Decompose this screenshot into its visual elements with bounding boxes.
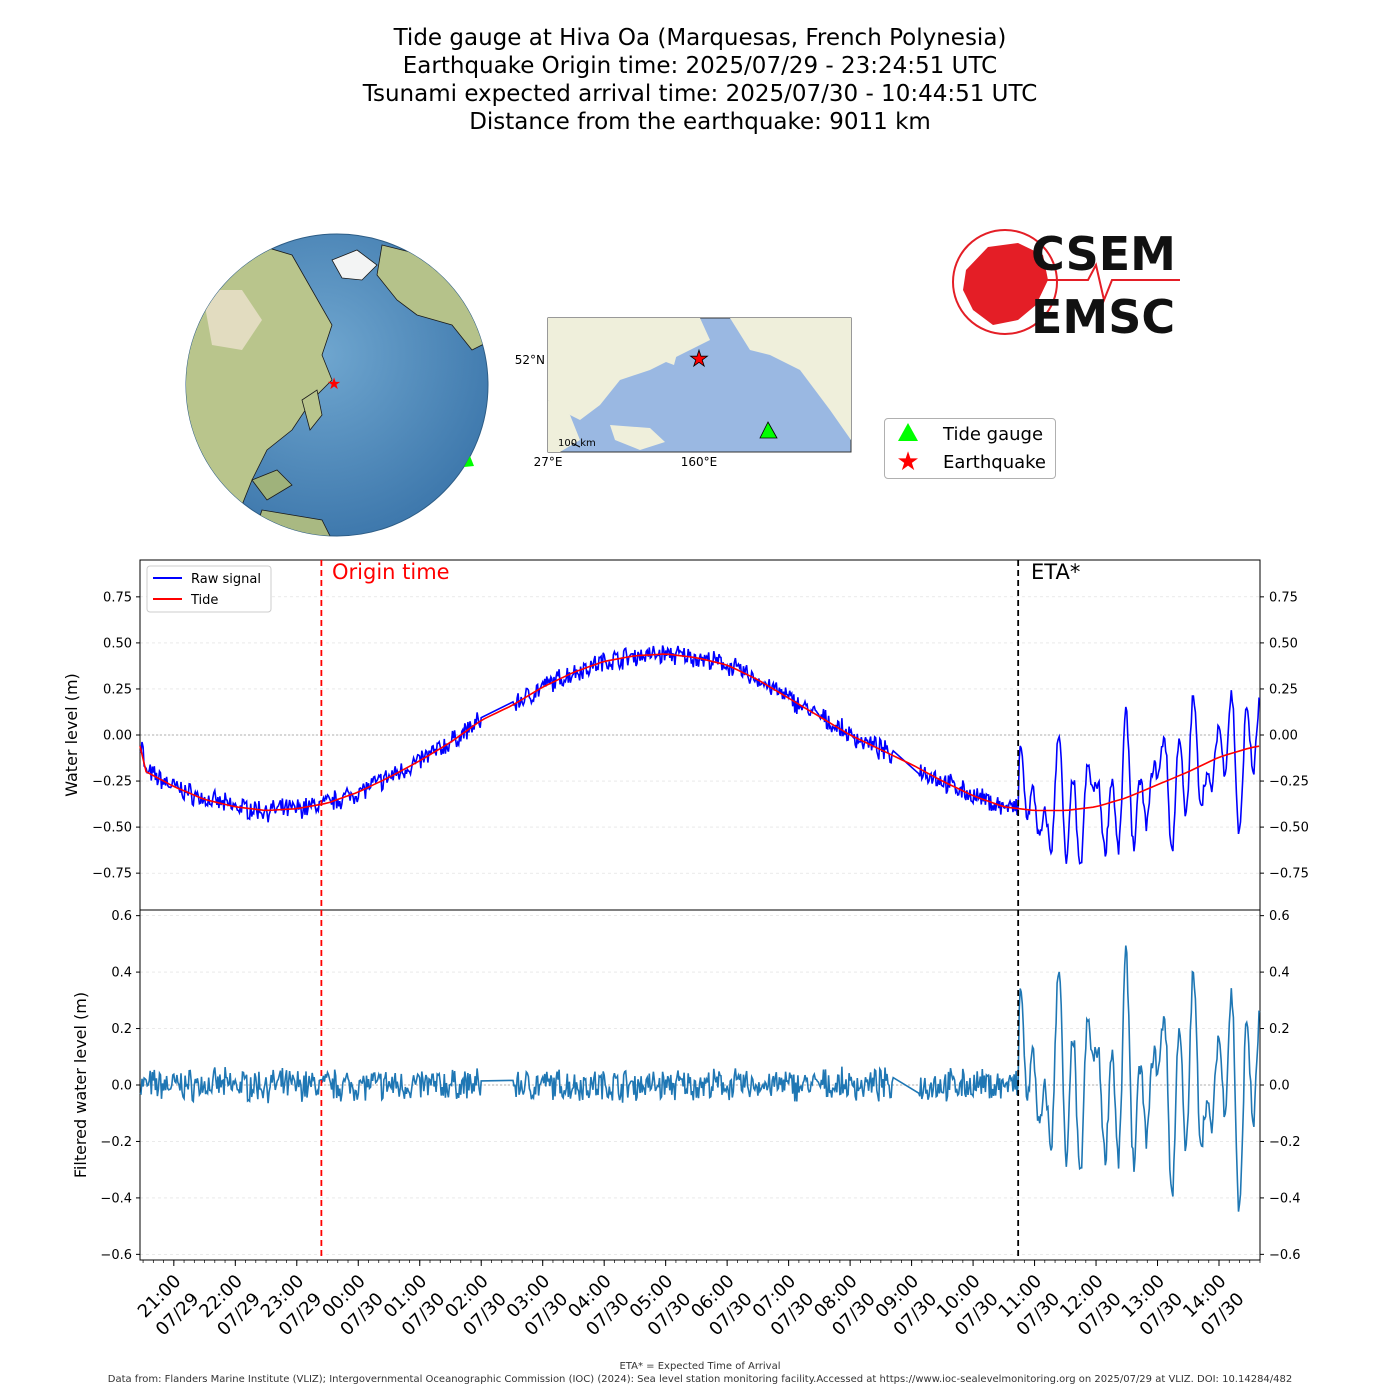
panel2-ytick-label-right: 0.4 (1269, 966, 1290, 981)
panel2-ytick-label-right: −0.2 (1269, 1135, 1301, 1150)
earthquake-star-icon: ★ (896, 447, 920, 477)
panel1-ytick-label-right: 0.25 (1269, 682, 1298, 697)
panel2-ytick-label-left: −0.6 (100, 1248, 132, 1263)
map-legend: Tide gauge ★ Earthquake (884, 418, 1056, 479)
panel1-ytick-label-left: −0.75 (92, 867, 132, 882)
legend-earthquake: ★ Earthquake (885, 448, 1046, 476)
globe-tide-gauge-icon (464, 456, 474, 467)
panel2-ytick-label-left: 0.0 (111, 1079, 132, 1094)
inset-tide-gauge-icon (759, 421, 778, 439)
panel1-ytick-label-right: −0.50 (1269, 821, 1309, 836)
tide-gauge-triangle-icon (885, 421, 931, 448)
panel2-ytick-label-left: −0.2 (100, 1135, 132, 1150)
inset-lat-label: 52°N (515, 353, 545, 367)
panel1-ytick-label-right: 0.75 (1269, 590, 1298, 605)
inset-earthquake-star-icon: ★ (689, 347, 709, 372)
logo-csem-text: CSEM (1031, 227, 1176, 281)
inset-lon-left-label: 27°E (534, 455, 563, 469)
panel2-frame (139, 909, 1261, 1261)
chart-legend: Raw signal Tide (146, 565, 272, 613)
legend-tide-label: Tide (190, 593, 218, 608)
panel1-ytick-label-left: 0.75 (103, 590, 132, 605)
title-eta: Tsunami expected arrival time: 2025/07/3… (362, 81, 1038, 107)
panel2-ytick-label-right: −0.4 (1269, 1191, 1301, 1206)
panel1-ytick-label-left: −0.50 (92, 821, 132, 836)
panel1-ytick-label-left: 0.25 (103, 682, 132, 697)
inset-lon-mid-label: 160°E (681, 455, 718, 469)
panel1-ytick-label-right: 0.00 (1269, 729, 1298, 744)
filtered-signal-line (139, 945, 1261, 1212)
panel2-ytick-label-right: 0.2 (1269, 1022, 1290, 1037)
filtered-signal-panel: −0.6 −0.6 −0.4 −0.4 −0.2 −0.2 0.0 0.0 0.2 0.2 0.4 0… (100, 909, 1300, 1263)
title-origin-time: Earthquake Origin time: 2025/07/29 - 23:… (402, 53, 998, 79)
time-axis: 21:0007/2922:0007/2923:0007/2900:0007/30… (134, 560, 1261, 1340)
title-station: Tide gauge at Hiva Oa (Marquesas, French… (393, 25, 1007, 51)
legend-tide-gauge-label: Tide gauge (943, 423, 1044, 445)
raw-signal-line (139, 645, 1261, 865)
water-level-axis-label: Water level (m) (62, 673, 81, 797)
panel2-ytick-label-right: 0.0 (1269, 1079, 1290, 1094)
legend-tide-gauge: Tide gauge (885, 420, 1043, 448)
tide-line (139, 653, 1260, 812)
panel1-ytick-label-right: −0.25 (1269, 775, 1309, 790)
panel1-ytick-label-left: −0.25 (92, 775, 132, 790)
panel2-ytick-label-left: 0.6 (111, 909, 132, 924)
panel1-ytick-label-right: 0.50 (1269, 636, 1298, 651)
globe-earthquake-star-icon: ★ (327, 374, 341, 393)
logo-emsc-text: EMSC (1031, 290, 1175, 340)
title-distance: Distance from the earthquake: 9011 km (469, 109, 931, 135)
footer-eta-note: ETA* = Expected Time of Arrival (619, 1361, 781, 1372)
legend-earthquake-label: Earthquake (943, 451, 1046, 473)
panel2-ytick-label-left: 0.2 (111, 1022, 132, 1037)
panel1-ytick-label-left: 0.50 (103, 636, 132, 651)
panel2-ytick-label-right: 0.6 (1269, 909, 1290, 924)
panel1-ytick-label-right: −0.75 (1269, 867, 1309, 882)
csem-emsc-logo: CSEM EMSC (952, 227, 1180, 340)
figure-title: Tide gauge at Hiva Oa (Marquesas, French… (0, 24, 1400, 136)
footer-data-source: Data from: Flanders Marine Institute (VL… (107, 1374, 1293, 1385)
panel2-ytick-label-left: 0.4 (111, 966, 132, 981)
panel2-ytick-label-right: −0.6 (1269, 1248, 1301, 1263)
raw-signal-panel: −0.75 −0.75 −0.50 −0.50 −0.25 −0.25 0.00 0.00 0.… (92, 559, 1309, 911)
panel1-ytick-label-left: 0.00 (103, 729, 132, 744)
tide-charts: −0.75 −0.75 −0.50 −0.50 −0.25 −0.25 0.00 0.00 0.… (62, 559, 1309, 1340)
inset-scale-label: 100 km (558, 438, 596, 449)
origin-time-label: Origin time (332, 560, 450, 584)
filtered-level-axis-label: Filtered water level (m) (71, 992, 90, 1178)
eta-label: ETA* (1031, 560, 1080, 584)
globe-map: ★ (185, 233, 489, 537)
panel2-ytick-label-left: −0.4 (100, 1191, 132, 1206)
inset-map: ★ 100 km 52°N 27°E 160°E (515, 317, 852, 469)
legend-raw-label: Raw signal (191, 572, 261, 587)
